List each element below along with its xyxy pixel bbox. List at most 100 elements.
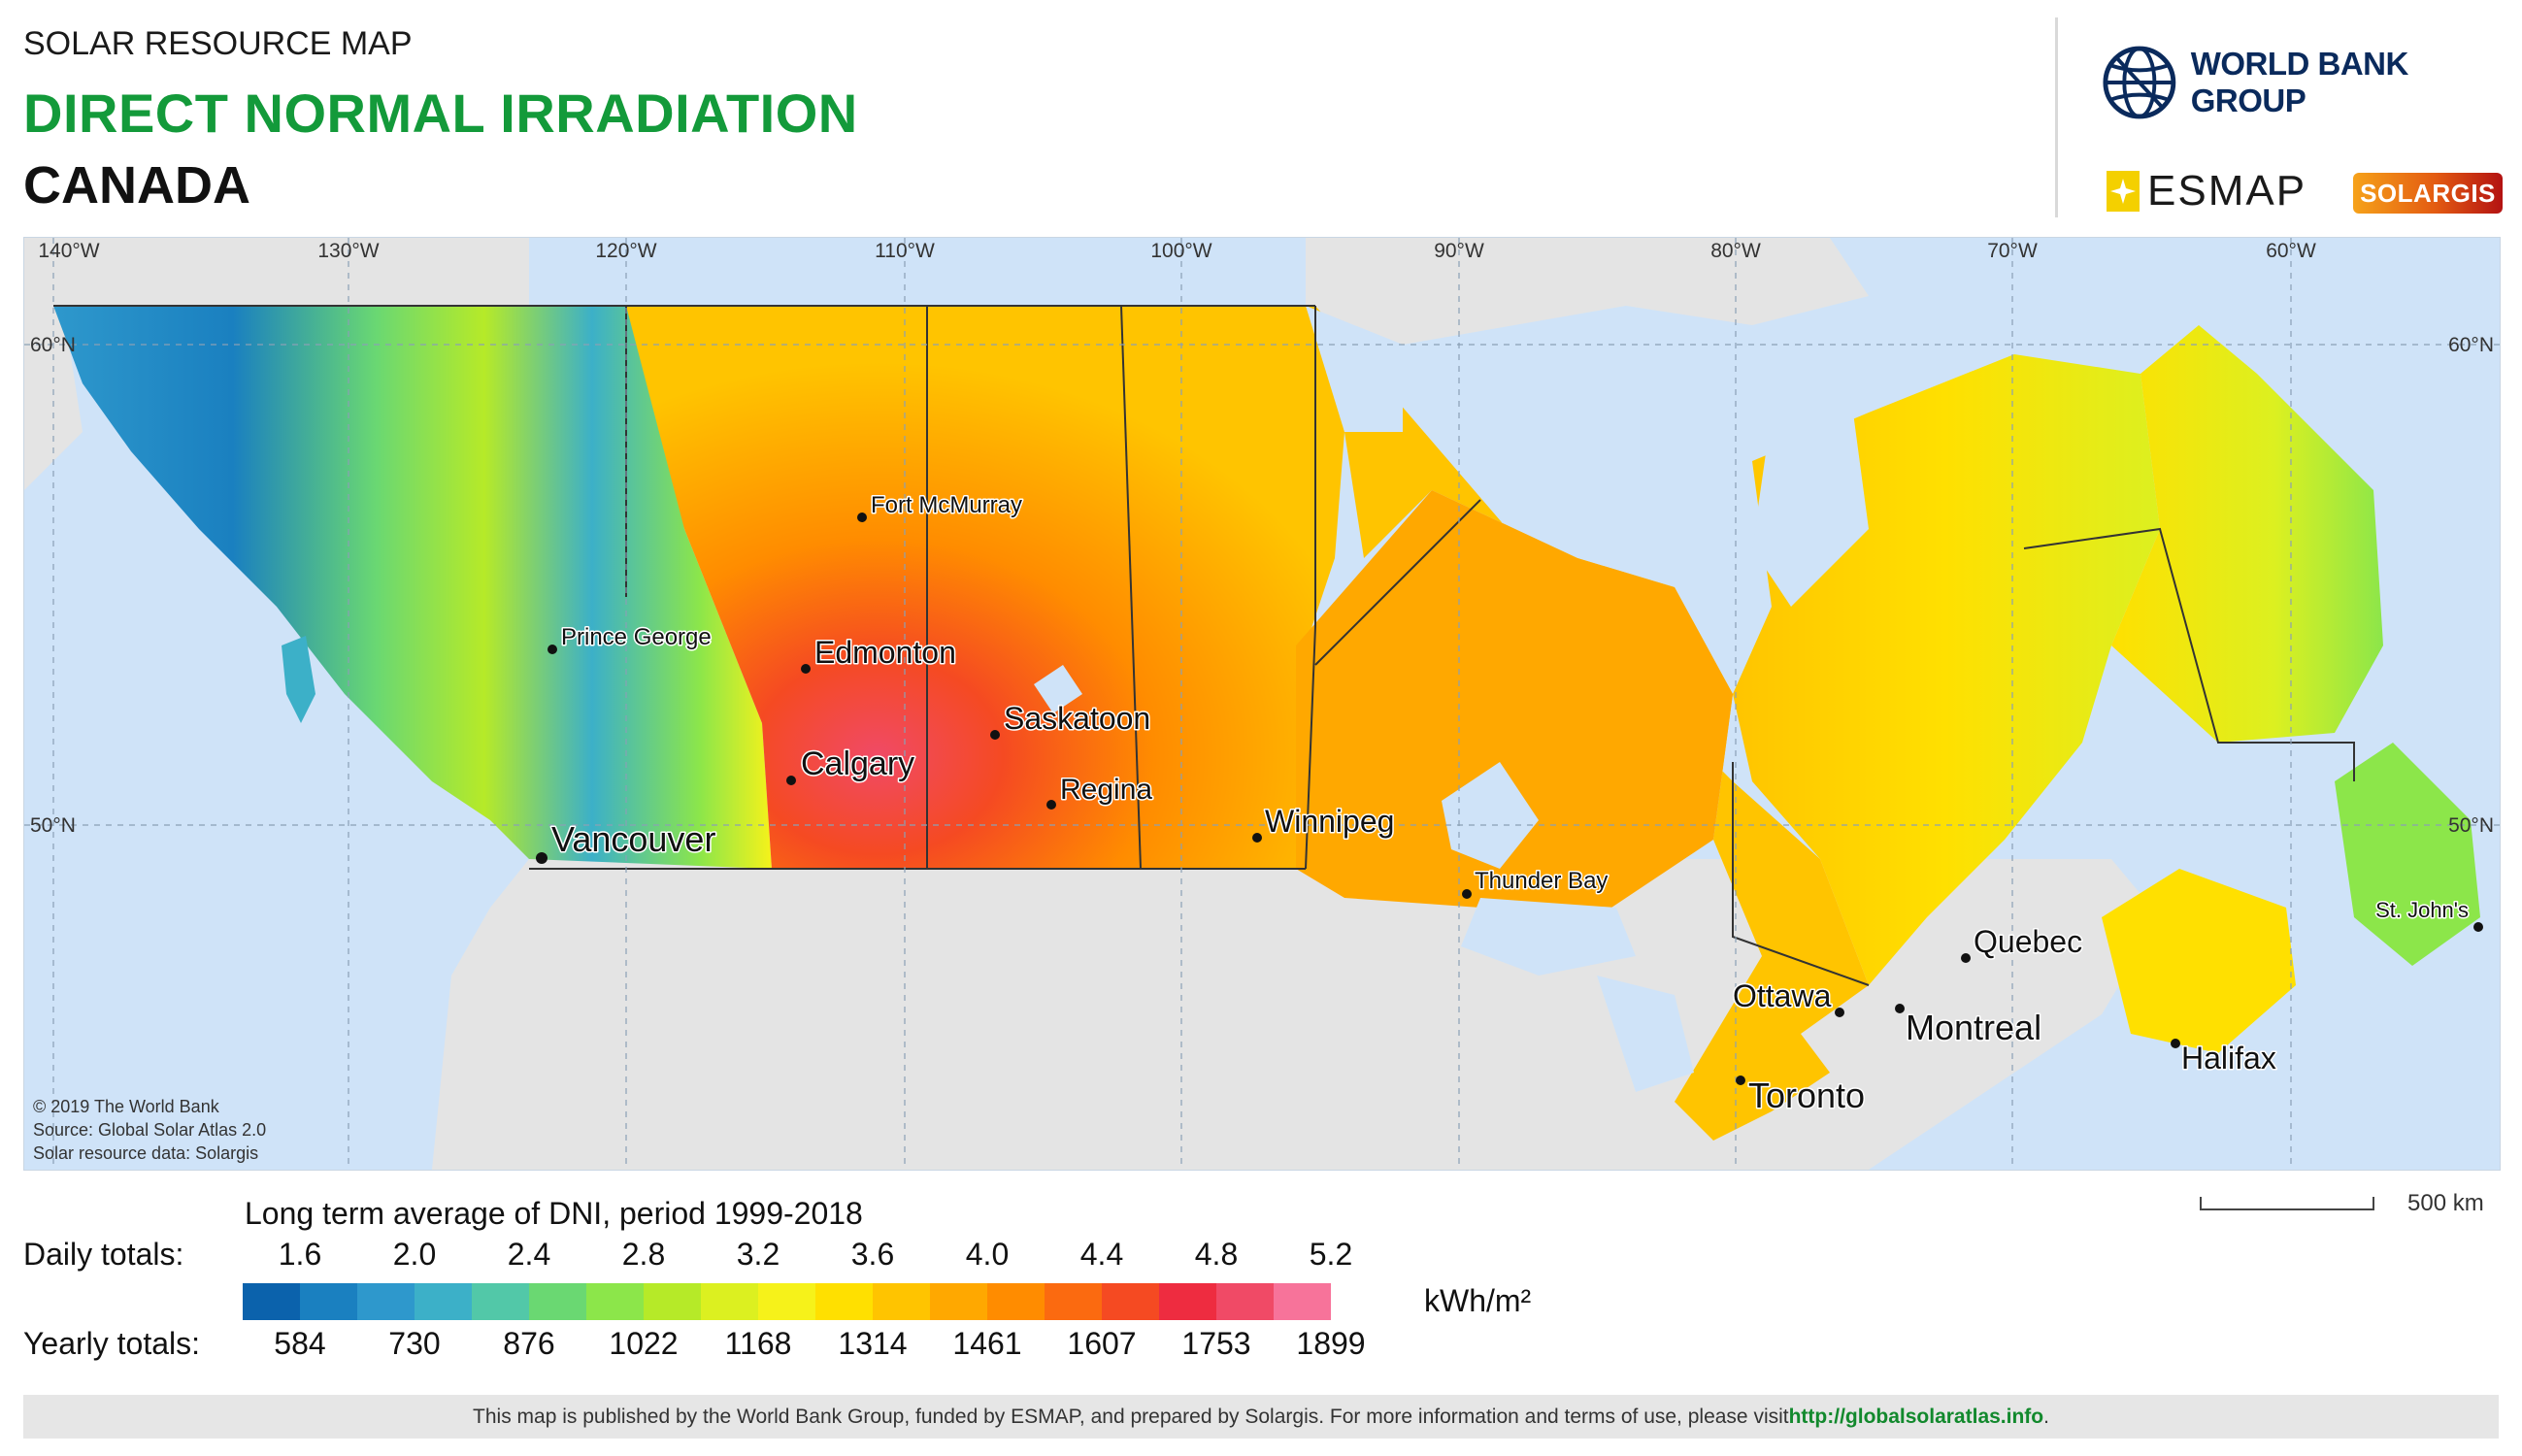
lat-label: 60°N — [30, 334, 76, 356]
lon-label: 140°W — [38, 240, 99, 262]
city-label-quebec: Quebec — [1974, 924, 2082, 959]
daily-tick-label: 1.6 — [278, 1237, 322, 1272]
color-swatch — [1045, 1283, 1102, 1320]
arctic-islands — [1306, 238, 1869, 345]
city-dot — [857, 513, 867, 522]
daily-tick-label: 3.2 — [736, 1237, 780, 1272]
lat-label: 50°N — [30, 814, 76, 837]
city-label-regina: Regina — [1060, 774, 1152, 806]
province-borders — [53, 305, 2355, 986]
color-swatch — [873, 1283, 930, 1320]
map-title: DIRECT NORMAL IRRADIATION — [23, 83, 858, 144]
lake-huron — [1597, 976, 1694, 1092]
lon-label: 100°W — [1150, 240, 1211, 262]
daily-tick-label: 2.4 — [507, 1237, 551, 1272]
color-swatch — [644, 1283, 701, 1320]
region-north-ontario — [1296, 490, 1733, 917]
city-dot — [1252, 833, 1262, 843]
alaska-land-north — [24, 238, 529, 306]
dni-map: 140°W 130°W 120°W 110°W 100°W 90°W 80°W … — [23, 237, 2501, 1171]
region-british-columbia — [53, 306, 772, 869]
city-label-thunder-bay: Thunder Bay — [1475, 868, 1608, 894]
esmap-mark-icon — [2107, 171, 2140, 212]
credit-line: Source: Global Solar Atlas 2.0 — [33, 1120, 267, 1140]
city-label-fort-mcmurray: Fort McMurray — [871, 492, 1022, 518]
yearly-tick-label: 584 — [274, 1326, 326, 1361]
color-swatch — [357, 1283, 415, 1320]
daily-tick-label: 4.8 — [1194, 1237, 1239, 1272]
daily-totals-label: Daily totals: — [23, 1237, 184, 1272]
color-swatch — [1216, 1283, 1274, 1320]
color-scale-bar — [243, 1283, 1331, 1320]
city-dot — [801, 664, 811, 674]
color-swatch — [930, 1283, 987, 1320]
color-swatch — [701, 1283, 758, 1320]
color-swatch — [815, 1283, 873, 1320]
latitude-labels: 60°N 50°N 60°N 50°N — [30, 334, 2494, 837]
hudson-bay-west — [1306, 306, 1403, 432]
yearly-tick-label: 1899 — [1296, 1326, 1366, 1361]
city-label-edmonton: Edmonton — [814, 635, 956, 670]
city-dot — [2473, 922, 2483, 932]
city-dot — [536, 852, 548, 864]
color-swatch — [1274, 1283, 1331, 1320]
lon-label: 80°W — [1710, 240, 1761, 262]
city-dot — [2171, 1039, 2180, 1048]
globe-icon — [2103, 46, 2176, 119]
city-dot — [990, 730, 1000, 740]
color-swatch — [586, 1283, 644, 1320]
solargis-logo: SOLARGIS — [2353, 173, 2503, 214]
city-markers: Fort McMurray Prince George Edmonton Sas… — [536, 491, 2483, 1117]
yearly-tick-label: 1022 — [609, 1326, 679, 1361]
yearly-tick-label: 1314 — [838, 1326, 908, 1361]
city-dot — [1736, 1075, 1745, 1085]
map-canvas: 140°W 130°W 120°W 110°W 100°W 90°W 80°W … — [24, 238, 2500, 1170]
footer-text: This map is published by the World Bank … — [473, 1405, 1789, 1428]
color-swatch — [472, 1283, 529, 1320]
color-swatch — [1159, 1283, 1216, 1320]
esmap-wordmark: ESMAP — [2147, 167, 2307, 215]
scale-bar — [2200, 1197, 2374, 1210]
credit-line: © 2019 The World Bank — [33, 1097, 219, 1116]
daily-ticks: 1.6 2.0 2.4 2.8 3.2 3.6 4.0 4.4 4.8 5.2 — [245, 1237, 1390, 1275]
city-label-montreal: Montreal — [1906, 1008, 2041, 1047]
color-swatch — [758, 1283, 815, 1320]
alaska-land — [24, 306, 83, 490]
city-label-winnipeg: Winnipeg — [1265, 804, 1394, 839]
region-prairies — [626, 306, 1344, 869]
city-label-ottawa: Ottawa — [1733, 978, 1832, 1013]
city-label-saskatoon: Saskatoon — [1004, 701, 1150, 736]
hudson-bay — [1752, 383, 1869, 607]
region-labrador — [2111, 325, 2383, 743]
lon-label: 70°W — [1987, 240, 2038, 262]
daily-tick-label: 4.4 — [1079, 1237, 1124, 1272]
city-dot — [1835, 1008, 1844, 1017]
haida-gwaii — [282, 636, 315, 723]
lake-winnipeg — [1442, 762, 1539, 869]
city-label-st-johns: St. John's — [2375, 898, 2469, 922]
world-bank-wordmark: WORLD BANK GROUP — [2190, 46, 2409, 118]
footer-note: This map is published by the World Bank … — [23, 1395, 2499, 1439]
city-dot — [1895, 1004, 1905, 1013]
legend-unit: kWh/m² — [1424, 1283, 1532, 1318]
city-label-toronto: Toronto — [1748, 1075, 1865, 1115]
yearly-tick-label: 1753 — [1181, 1326, 1251, 1361]
lon-label: 110°W — [875, 240, 935, 262]
lat-label: 50°N — [2448, 814, 2494, 837]
region-newfoundland — [2335, 743, 2480, 966]
yearly-tick-label: 876 — [503, 1326, 555, 1361]
map-overline: SOLAR RESOURCE MAP — [23, 25, 413, 62]
scale-bar-label: 500 km — [2407, 1190, 2484, 1216]
yearly-tick-label: 730 — [388, 1326, 441, 1361]
city-label-vancouver: Vancouver — [551, 819, 715, 859]
graticule — [24, 238, 2500, 1170]
yearly-tick-label: 1461 — [952, 1326, 1022, 1361]
daily-tick-label: 2.8 — [621, 1237, 666, 1272]
city-dot — [1961, 953, 1971, 963]
color-swatch — [243, 1283, 300, 1320]
color-swatch — [987, 1283, 1045, 1320]
credit-line: Solar resource data: Solargis — [33, 1143, 259, 1163]
footer-link[interactable]: http://globalsolaratlas.info — [1788, 1405, 2044, 1428]
legend-title: Long term average of DNI, period 1999-20… — [245, 1196, 863, 1231]
color-swatch — [300, 1283, 357, 1320]
